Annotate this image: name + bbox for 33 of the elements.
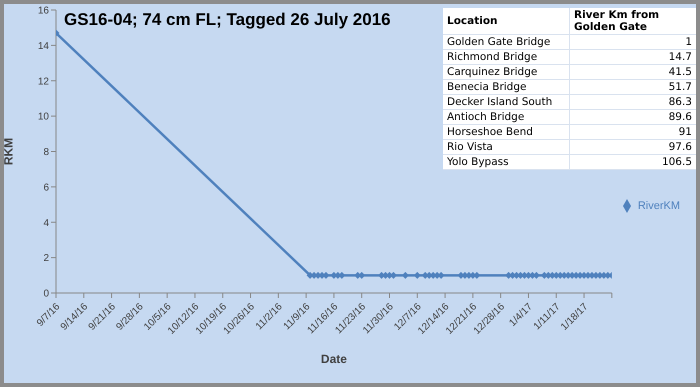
- text: 91: [678, 126, 692, 138]
- y-tick-label: 10: [38, 112, 50, 123]
- text: 1: [685, 36, 692, 48]
- annotation: Carquinez Bridge: [443, 64, 570, 80]
- text: 106.5: [662, 156, 692, 168]
- annotation: Location: [443, 8, 570, 34]
- y-tick-label: 8: [43, 147, 50, 158]
- annotation: Antioch Bridge: [443, 110, 570, 124]
- text: 97.6: [668, 141, 692, 153]
- annotation: Rio Vista: [443, 140, 570, 154]
- y-tick-label: 14: [38, 40, 50, 52]
- y-axis-title: RKM: [1, 138, 16, 166]
- chart-title: GS16-04; 74 cm FL; Tagged 26 July 2016: [64, 10, 391, 30]
- y-tick-label: 2: [43, 253, 50, 264]
- annotation: Horseshoe Bend: [443, 124, 570, 140]
- annotation: Yolo Bypass: [443, 154, 570, 170]
- text: 41.5: [668, 66, 692, 78]
- y-tick-label: 0: [43, 288, 50, 300]
- text: 86.3: [668, 96, 692, 108]
- text: 14.7: [668, 51, 692, 63]
- text: 51.7: [668, 81, 692, 93]
- y-tick-label: 16: [38, 6, 50, 17]
- y-tick-label: 6: [43, 182, 50, 194]
- x-axis-title: Date: [320, 352, 348, 366]
- y-tick-label: 12: [38, 76, 50, 88]
- annotation: Golden Gate Bridge: [443, 34, 570, 50]
- text: 89.6: [668, 111, 692, 123]
- annotation: Richmond Bridge: [443, 50, 570, 64]
- annotation: Benecia Bridge: [443, 80, 570, 94]
- legend-label: RiverKM: [638, 200, 680, 212]
- annotation: River Km from Golden Gate: [573, 8, 660, 34]
- annotation: Decker Island South: [443, 94, 570, 110]
- y-tick-label: 4: [43, 218, 50, 229]
